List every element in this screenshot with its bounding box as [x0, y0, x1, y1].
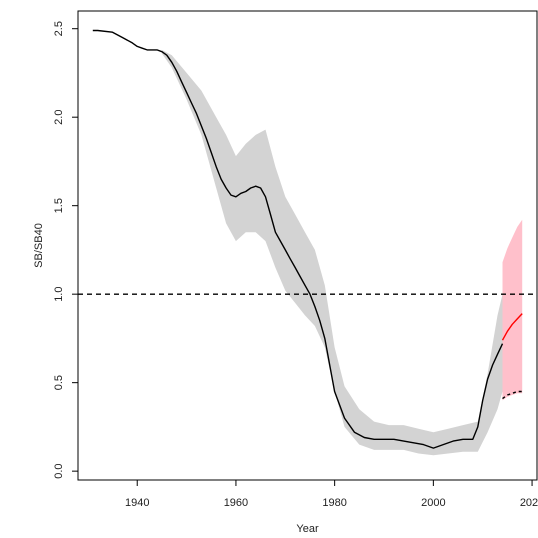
projection_lower_dashed-line: [502, 390, 523, 400]
x-axis-title: Year: [296, 523, 319, 535]
y-tick-label: 0.5: [53, 375, 65, 390]
historical_ci-band: [161, 49, 503, 456]
y-tick-label: 0.0: [53, 464, 65, 479]
x-tick-label: 1940: [125, 497, 149, 509]
series-lines: [92, 29, 523, 449]
projection_median-line: [501, 313, 523, 341]
x-tick-label: 2000: [421, 497, 445, 509]
y-tick-label: 2.5: [53, 21, 65, 36]
y-tick-label: 1.0: [53, 287, 65, 302]
projection_ci-band: [502, 219, 523, 401]
confidence-bands: [161, 49, 523, 456]
y-axis-title: SB/SB40: [33, 223, 45, 268]
historical_estimate-line: [92, 29, 504, 449]
x-tick-label: 1960: [224, 497, 248, 509]
y-tick-label: 2.0: [53, 110, 65, 125]
y-axis: 0.0 0.5 1.0 1.5 2.0 2.5: [53, 21, 78, 479]
plot-frame: [77, 10, 538, 481]
x-tick-label: 1980: [322, 497, 346, 509]
y-tick-label: 1.5: [53, 198, 65, 213]
